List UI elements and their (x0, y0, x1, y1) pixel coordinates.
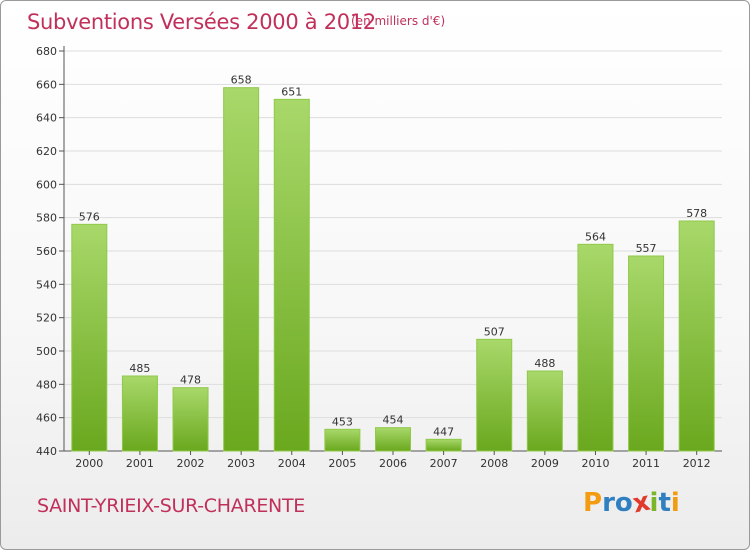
bar-2007 (425, 438, 462, 452)
logo-letter: t (658, 488, 671, 518)
bar-2009 (526, 370, 563, 452)
data-label-2010: 564 (585, 230, 606, 243)
data-labels: 576 485 478 658 651 453 454 447 507 488 564 557 578 (79, 74, 707, 439)
chart-title: Subventions Versées 2000 à 2012 (27, 10, 376, 34)
bar-2010 (577, 243, 614, 452)
x-tick-label-2003: 2003 (227, 457, 255, 470)
logo-letter: o (614, 488, 633, 518)
x-tick-label-2007: 2007 (430, 457, 458, 470)
y-tick-label: 680 (36, 45, 57, 58)
bar-2002 (172, 387, 209, 452)
x-tick-label-2011: 2011 (632, 457, 660, 470)
y-tick-label: 620 (36, 145, 57, 158)
axes (63, 46, 722, 452)
y-tick-labels: 440 460 480 500 520 540 560 580 600 620 640 660 680 (36, 45, 64, 458)
y-tick-label: 580 (36, 212, 57, 225)
proxiti-logo: Proxiti (583, 487, 680, 520)
x-tick-label-2001: 2001 (126, 457, 154, 470)
y-tick-label: 540 (36, 278, 57, 291)
data-label-2000: 576 (79, 210, 100, 223)
bar-2008 (476, 338, 513, 452)
bar-2003 (223, 87, 260, 452)
logo-letter: P (583, 488, 603, 518)
x-tick-labels: 2000 2001 2002 2003 2004 2005 2006 2007 2008 2009… (75, 451, 711, 470)
data-label-2006: 454 (383, 414, 404, 427)
gridlines (64, 50, 722, 452)
data-label-2003: 658 (231, 74, 252, 87)
x-tick-label-2008: 2008 (480, 457, 508, 470)
y-tick-label: 480 (36, 378, 57, 391)
unit-note: (en milliers d'€) (351, 14, 446, 28)
logo-letter: r (602, 488, 615, 518)
data-label-2005: 453 (332, 415, 353, 428)
x-tick-label-2012: 2012 (683, 457, 711, 470)
y-tick-label: 660 (36, 78, 57, 91)
data-label-2002: 478 (180, 374, 201, 387)
data-label-2012: 578 (686, 207, 707, 220)
x-tick-label-2000: 2000 (75, 457, 103, 470)
bar-2005 (324, 428, 361, 452)
bar-2000 (71, 223, 108, 452)
bar-2004 (273, 98, 310, 452)
y-tick-label: 460 (36, 412, 57, 425)
data-label-2008: 507 (484, 325, 505, 338)
x-tick-label-2005: 2005 (328, 457, 356, 470)
x-tick-label-2010: 2010 (581, 457, 609, 470)
x-tick-label-2006: 2006 (379, 457, 407, 470)
data-label-2004: 651 (281, 85, 302, 98)
bar-2012 (678, 220, 715, 452)
y-tick-label: 560 (36, 245, 57, 258)
data-label-2007: 447 (433, 425, 454, 438)
y-tick-label: 600 (36, 178, 57, 191)
x-tick-label-2009: 2009 (531, 457, 559, 470)
y-tick-label: 520 (36, 312, 57, 325)
data-label-2011: 557 (636, 242, 657, 255)
x-tick-label-2002: 2002 (177, 457, 205, 470)
bar-2006 (375, 427, 411, 452)
data-label-2001: 485 (129, 362, 150, 375)
bar-2001 (121, 375, 158, 452)
commune-name: SAINT-YRIEIX-SUR-CHARENTE (37, 495, 305, 517)
logo-letter: i (649, 488, 659, 518)
bar-2011 (628, 255, 665, 452)
y-tick-label: 500 (36, 345, 57, 358)
bars (71, 87, 715, 452)
y-tick-label: 640 (36, 112, 57, 125)
logo-letter: i (670, 488, 680, 518)
x-tick-label-2004: 2004 (278, 457, 306, 470)
y-tick-label: 440 (36, 445, 57, 458)
data-label-2009: 488 (534, 357, 555, 370)
